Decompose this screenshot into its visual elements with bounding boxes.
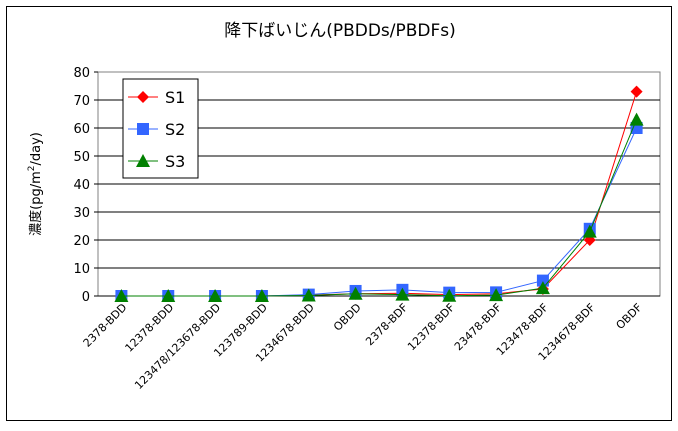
series-group [114,85,644,302]
y-tick-labels: 0 10 20 30 40 50 60 70 80 [73,66,90,305]
y-tick-label: 20 [73,234,90,249]
data-point [254,289,269,302]
series-S3 [114,112,644,302]
legend-marker [137,123,149,135]
data-point [535,281,550,295]
y-tick-label: 60 [73,122,90,137]
legend-label: S3 [165,152,185,171]
y-axis-label-superscript: 2 [27,166,37,172]
legend-marker [136,154,150,167]
data-point [161,289,176,302]
data-point [301,288,316,302]
legend-item: S2 [128,120,185,139]
data-point [489,288,504,302]
data-point [208,289,223,302]
y-tick-label: 50 [73,150,90,165]
data-point [348,286,363,300]
legend-label: S2 [165,120,185,139]
data-point [114,289,129,302]
chart-title: 降下ばいじん(PBDDs/PBDFs) [224,21,456,41]
y-axis-label-tail: /day) [29,132,44,165]
y-tick-label: 70 [73,94,90,109]
y-axis-label: 濃度(pg/m2/day) [27,132,44,236]
data-point [582,224,597,238]
series-line [121,119,638,297]
y-tick-label: 80 [73,66,90,81]
legend: S1 S2 S3 [122,78,199,179]
legend-item: S1 [128,88,185,107]
y-tick-label: 40 [73,178,90,193]
y-tick-label: 30 [73,206,90,221]
legend-marker [137,91,149,103]
data-point [536,274,549,287]
data-point [630,85,643,98]
legend-label: S1 [165,88,185,107]
y-axis-label-main: 濃度(pg/m [28,171,44,236]
data-point [395,287,410,301]
y-tick-label: 0 [82,290,90,305]
legend-item: S3 [128,152,185,171]
y-tick-label: 10 [73,262,90,277]
data-point [629,112,644,126]
data-point [442,288,457,302]
